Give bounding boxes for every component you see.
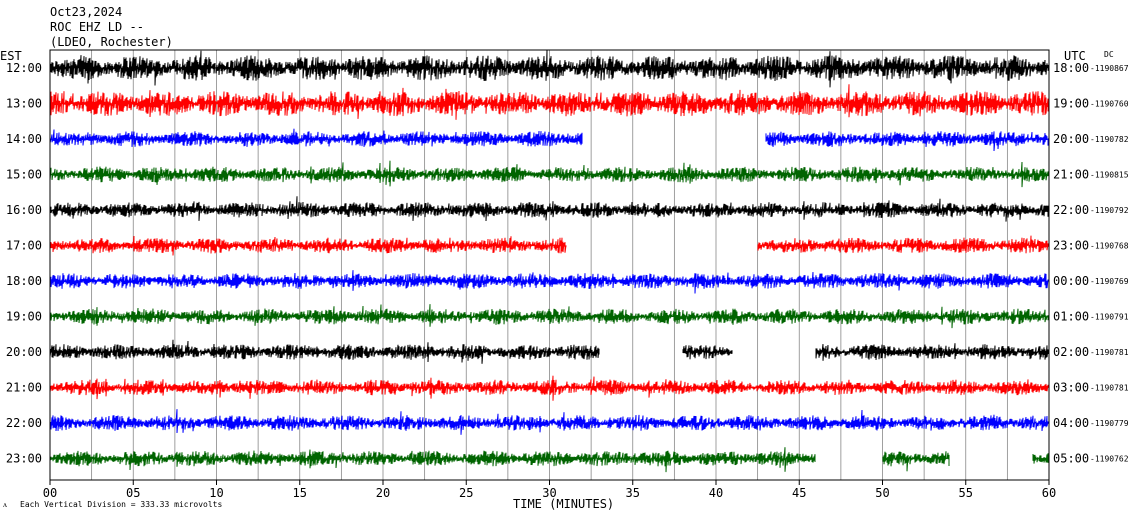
dc-offset-label: -1190781 — [1090, 348, 1129, 357]
local-time-label: 14:00 — [6, 132, 42, 146]
scale-note: Each Vertical Division = 333.33 microvol… — [20, 500, 222, 509]
trace-row-2100 — [49, 375, 1050, 401]
x-tick-label: 60 — [1042, 486, 1056, 500]
dc-offset-label: -1190782 — [1090, 135, 1129, 144]
dc-offset-label: -1190792 — [1090, 206, 1129, 215]
local-time-label: 12:00 — [6, 61, 42, 75]
grid-lines — [91, 50, 1008, 480]
x-tick-label: 15 — [293, 486, 307, 500]
utc-time-label: 22:00 — [1053, 203, 1089, 217]
header-date: Oct23,2024 — [50, 5, 122, 19]
trace-row-1700 — [49, 235, 1050, 256]
local-time-label: 21:00 — [6, 381, 42, 395]
local-time-label: 23:00 — [6, 452, 42, 466]
utc-time-label: 21:00 — [1053, 168, 1089, 182]
header-network: (LDEO, Rochester) — [50, 35, 173, 49]
x-tick-label: 00 — [43, 486, 57, 500]
utc-time-labels: 18:00 -1190867 19:00 -1190760 20:00 -1190782 2… — [1053, 61, 1129, 466]
left-axis-title: EST — [0, 49, 22, 63]
trace-row-2000 — [49, 339, 1050, 364]
trace-row-1400 — [49, 128, 1050, 152]
local-time-labels: 12:00 13:00 14:00 15:00 16:00 17:00 18:00 19:00… — [6, 61, 42, 466]
utc-time-label: 01:00 — [1053, 310, 1089, 324]
x-tick-label: 35 — [626, 486, 640, 500]
x-tick-label: 30 — [542, 486, 556, 500]
x-tick-label: 55 — [959, 486, 973, 500]
x-tick-label: 20 — [376, 486, 390, 500]
seismic-traces — [49, 50, 1050, 473]
dc-offset-label: -1190815 — [1090, 171, 1129, 180]
utc-time-label: 23:00 — [1053, 239, 1089, 253]
utc-time-label: 20:00 — [1053, 132, 1089, 146]
utc-time-label: 02:00 — [1053, 345, 1089, 359]
dc-offset-label: -1190769 — [1090, 277, 1129, 286]
trace-row-2200 — [49, 409, 1050, 435]
dc-offset-label: -1190791 — [1090, 313, 1129, 322]
trace-row-1900 — [49, 304, 1050, 329]
local-time-label: 22:00 — [6, 416, 42, 430]
dc-offset-label: -1190779 — [1090, 419, 1129, 428]
trace-row-1800 — [49, 270, 1050, 294]
utc-time-label: 03:00 — [1053, 381, 1089, 395]
dc-offset-label: -1190867 — [1090, 64, 1129, 73]
trace-row-1300 — [49, 84, 1050, 120]
local-time-label: 19:00 — [6, 310, 42, 324]
scale-mark: ᴧ — [3, 500, 7, 509]
trace-row-1500 — [49, 160, 1050, 188]
utc-time-label: 05:00 — [1053, 452, 1089, 466]
local-time-label: 15:00 — [6, 168, 42, 182]
utc-time-label: 04:00 — [1053, 416, 1089, 430]
trace-row-1600 — [49, 196, 1050, 222]
x-tick-label: 25 — [459, 486, 473, 500]
local-time-label: 20:00 — [6, 345, 42, 359]
x-axis-ticks: 00 05 10 15 20 25 30 35 40 45 50 55 60 — [43, 480, 1056, 500]
x-tick-label: 10 — [209, 486, 223, 500]
x-tick-label: 40 — [709, 486, 723, 500]
local-time-label: 17:00 — [6, 239, 42, 253]
dc-offset-label: -1190762 — [1090, 455, 1129, 464]
dc-label: DC — [1104, 50, 1114, 59]
trace-row-2300 — [49, 447, 1050, 473]
x-tick-label: 05 — [126, 486, 140, 500]
dc-offset-label: -1190760 — [1090, 100, 1129, 109]
right-axis-title: UTC — [1064, 49, 1086, 63]
trace-row-1200 — [49, 50, 1050, 88]
dc-offset-label: -1190768 — [1090, 242, 1129, 251]
dc-offset-label: -1190781 — [1090, 384, 1129, 393]
local-time-label: 18:00 — [6, 274, 42, 288]
utc-time-label: 00:00 — [1053, 274, 1089, 288]
x-tick-label: 45 — [792, 486, 806, 500]
header-station: ROC EHZ LD -- — [50, 20, 144, 34]
x-axis-title: TIME (MINUTES) — [513, 497, 614, 511]
utc-time-label: 19:00 — [1053, 97, 1089, 111]
x-tick-label: 50 — [875, 486, 889, 500]
local-time-label: 16:00 — [6, 203, 42, 217]
local-time-label: 13:00 — [6, 97, 42, 111]
utc-time-label: 18:00 — [1053, 61, 1089, 75]
